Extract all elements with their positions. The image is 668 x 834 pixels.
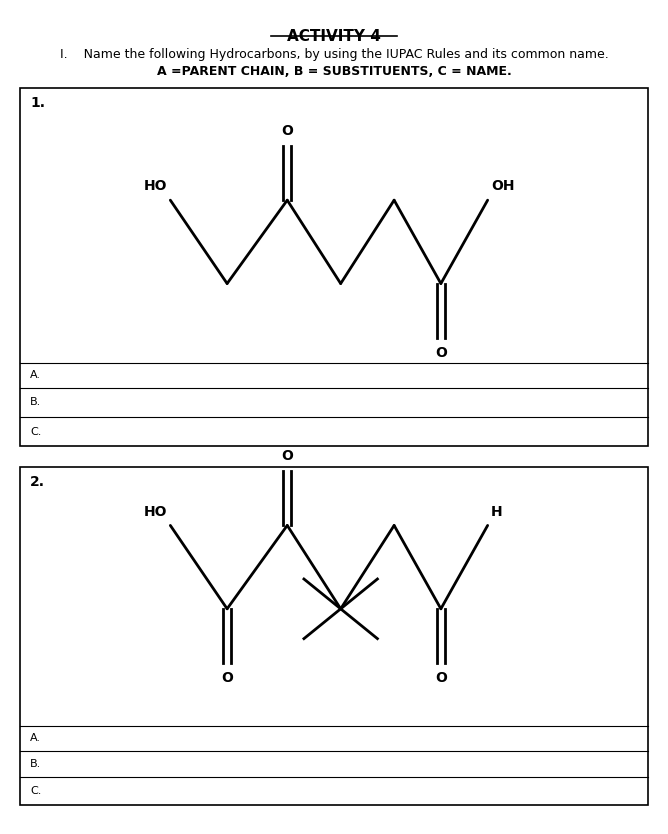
Text: C.: C. xyxy=(30,427,41,436)
Text: A.: A. xyxy=(30,733,41,743)
Text: 2.: 2. xyxy=(30,475,45,490)
Text: C.: C. xyxy=(30,786,41,796)
Text: O: O xyxy=(435,671,447,686)
Text: I.    Name the following Hydrocarbons, by using the IUPAC Rules and its common n: I. Name the following Hydrocarbons, by u… xyxy=(59,48,609,62)
Text: O: O xyxy=(281,449,293,463)
Text: HO: HO xyxy=(144,179,167,193)
Text: A =PARENT CHAIN, B = SUBSTITUENTS, C = NAME.: A =PARENT CHAIN, B = SUBSTITUENTS, C = N… xyxy=(156,65,512,78)
Text: B.: B. xyxy=(30,398,41,407)
Text: O: O xyxy=(281,123,293,138)
Text: O: O xyxy=(221,671,233,686)
Text: H: H xyxy=(491,505,502,519)
Text: 1.: 1. xyxy=(30,96,45,110)
Text: OH: OH xyxy=(491,179,514,193)
Text: HO: HO xyxy=(144,505,167,519)
Text: O: O xyxy=(435,346,447,360)
Text: ACTIVITY 4: ACTIVITY 4 xyxy=(287,29,381,44)
Text: A.: A. xyxy=(30,370,41,380)
Text: B.: B. xyxy=(30,759,41,769)
